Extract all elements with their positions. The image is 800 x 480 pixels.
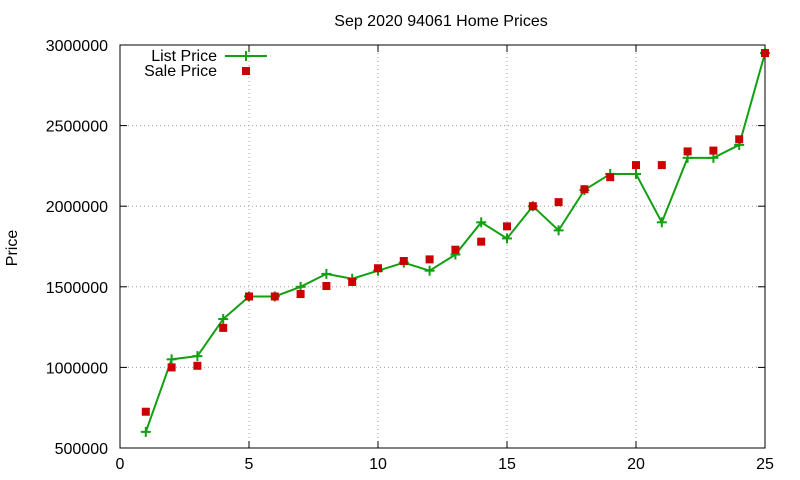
- point-sale-price: [709, 146, 718, 155]
- point-sale-price: [554, 198, 563, 207]
- point-sale-price: [193, 361, 202, 370]
- point-sale-price: [632, 161, 640, 170]
- y-tick-label: 500000: [55, 441, 108, 458]
- point-sale-price: [245, 292, 253, 301]
- point-list-price: [502, 233, 512, 244]
- point-sale-price: [580, 185, 589, 194]
- y-tick-label: 2500000: [46, 119, 108, 136]
- legend-marker-list-price: [241, 51, 251, 61]
- x-tick-label: 20: [627, 456, 645, 473]
- point-sale-price: [167, 363, 176, 372]
- point-sale-price: [503, 222, 511, 231]
- point-list-price: [218, 314, 229, 325]
- x-tick-label: 15: [498, 456, 516, 473]
- y-tick-label: 1500000: [46, 280, 108, 297]
- point-sale-price: [219, 323, 228, 332]
- point-list-price: [553, 225, 564, 236]
- point-list-price: [656, 217, 667, 228]
- point-sale-price: [270, 292, 279, 301]
- point-list-price: [476, 217, 487, 228]
- point-sale-price: [141, 407, 150, 416]
- point-sale-price: [451, 245, 460, 254]
- x-tick-label: 0: [116, 456, 125, 473]
- y-tick-label: 1000000: [46, 360, 108, 377]
- legend-label-list-price: List Price: [151, 48, 217, 65]
- y-tick-label: 3000000: [46, 38, 108, 55]
- point-sale-price: [528, 202, 537, 211]
- point-list-price: [140, 426, 151, 437]
- point-list-price: [192, 351, 203, 362]
- point-sale-price: [296, 290, 305, 299]
- point-sale-price: [348, 277, 357, 286]
- plot-frame: [119, 44, 766, 449]
- point-sale-price: [735, 135, 744, 144]
- y-tick-label: 2000000: [46, 199, 108, 216]
- x-tick-label: 25: [756, 456, 774, 473]
- point-list-price: [321, 268, 332, 279]
- point-sale-price: [425, 255, 434, 264]
- point-list-price: [631, 168, 641, 179]
- y-axis-label: Price: [4, 230, 21, 267]
- point-sale-price: [399, 257, 408, 266]
- point-sale-price: [657, 161, 666, 170]
- legend-marker-sale-price: [242, 67, 250, 75]
- legend-label-sale-price: Sale Price: [144, 63, 217, 80]
- plot-area: [140, 48, 770, 437]
- point-sale-price: [606, 173, 615, 182]
- x-tick-label: 5: [245, 456, 254, 473]
- point-sale-price: [374, 264, 382, 273]
- chart-title: Sep 2020 94061 Home Prices: [334, 13, 547, 30]
- point-sale-price: [683, 147, 692, 156]
- point-list-price: [424, 265, 435, 276]
- axis-ticks: 0 5 10 15 20 25 500000 1000000 1500000 2000000 250…: [46, 38, 774, 473]
- x-tick-label: 10: [369, 456, 387, 473]
- point-list-price: [166, 354, 177, 365]
- point-sale-price: [477, 237, 486, 246]
- point-sale-price: [322, 281, 331, 290]
- point-sale-price: [761, 49, 769, 58]
- series-line-list-price: [144, 52, 766, 433]
- grid: [120, 45, 765, 448]
- legend: List Price Sale Price: [144, 48, 267, 80]
